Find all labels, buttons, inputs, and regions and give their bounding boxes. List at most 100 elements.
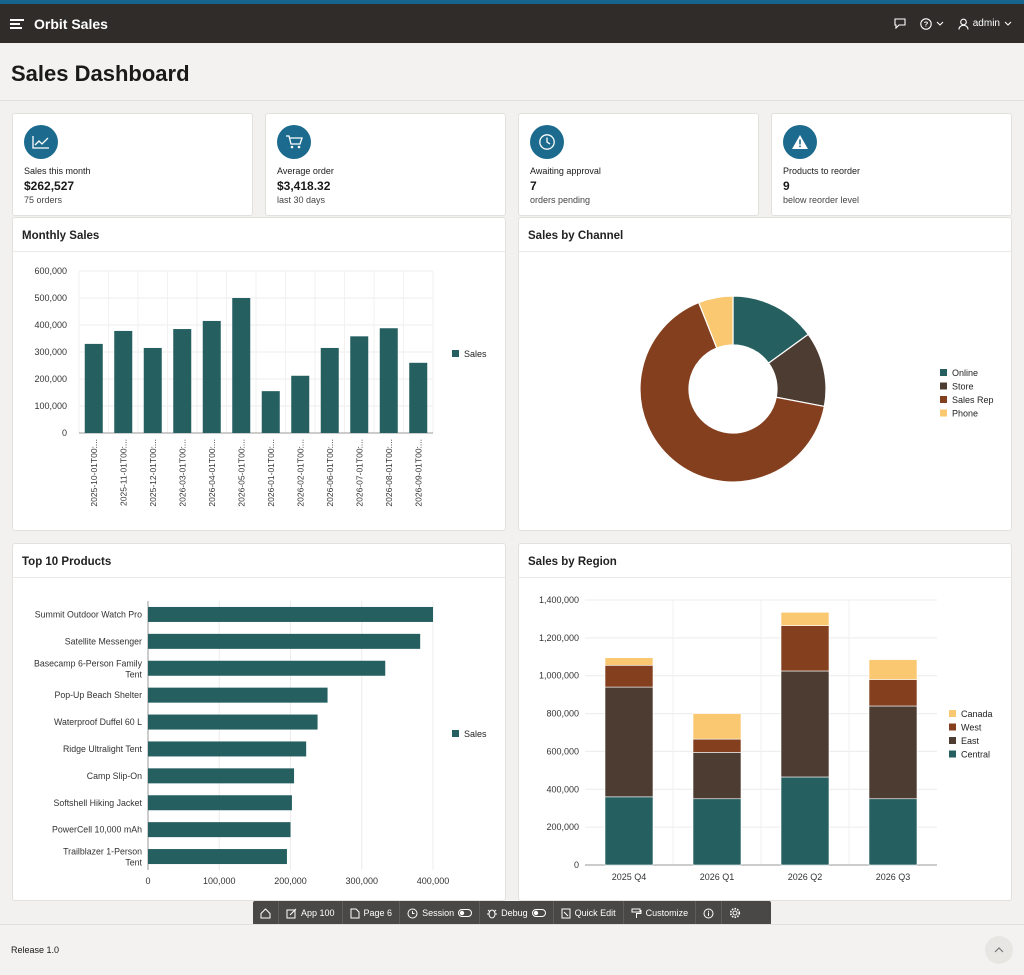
panel-title: Top 10 Products <box>22 556 112 568</box>
help-menu-button[interactable]: ? <box>920 17 944 30</box>
app-button[interactable]: App 100 <box>279 901 343 925</box>
gear-icon <box>730 907 741 919</box>
bar <box>379 328 398 433</box>
x-tick-label: 2026-04-01T00:... <box>207 439 217 507</box>
bar <box>84 343 103 433</box>
kpi-value: $262,527 <box>24 179 75 193</box>
pie-slice <box>639 301 826 483</box>
x-tick-label: 0 <box>145 876 150 886</box>
bar <box>202 320 221 433</box>
page-footer: Release 1.0 <box>0 924 1024 975</box>
x-tick-label: 2025 Q4 <box>612 872 647 882</box>
bar <box>148 606 433 622</box>
x-tick-label: 2026 Q2 <box>788 872 823 882</box>
x-tick-label: 2026-07-01T00:... <box>354 439 364 507</box>
kpi-subtext: below reorder level <box>783 195 860 205</box>
debug-label: Debug <box>501 908 528 918</box>
y-tick-label: 300,000 <box>34 347 67 357</box>
bar-segment <box>692 752 742 800</box>
bar <box>232 298 251 433</box>
x-tick-label: 2025-10-01T00:... <box>89 439 99 507</box>
legend-label: Sales <box>464 349 487 359</box>
home-icon <box>260 907 271 918</box>
y-tick-label: 400,000 <box>546 784 579 794</box>
kpi-subtext: orders pending <box>530 195 591 205</box>
customize-button[interactable]: Customize <box>624 901 697 925</box>
sales-by-region-chart: 1,400,000 1,200,000 1,000,000 800,000 600,00… <box>539 595 993 882</box>
pie-slice <box>697 295 734 349</box>
bar <box>148 714 318 730</box>
legend-label: Phone <box>952 409 978 419</box>
bar <box>148 822 291 838</box>
y-tick-label: 1,400,000 <box>539 595 579 605</box>
top-nav-bar: Orbit Sales ? admin <box>0 4 1024 43</box>
page-edit-icon <box>350 908 360 918</box>
bar <box>148 768 295 784</box>
y-tick-label: Ridge Ultralight Tent <box>63 744 143 754</box>
page-button[interactable]: Page 6 <box>343 901 401 925</box>
legend-label: Central <box>961 750 990 760</box>
kpi-label: Average order <box>277 166 334 176</box>
help-icon: ? <box>920 17 932 30</box>
cart-icon <box>277 125 311 159</box>
username: admin <box>972 18 1000 29</box>
bar <box>148 633 421 649</box>
bug-icon <box>487 909 498 918</box>
x-tick-label: 2025-12-01T00:... <box>148 439 158 507</box>
legend-swatch <box>452 350 459 357</box>
legend-label: Online <box>952 368 978 378</box>
bar <box>148 849 287 865</box>
kpi-label: Products to reorder <box>783 166 861 176</box>
y-tick-label: Softshell Hiking Jacket <box>54 798 143 808</box>
x-tick-label: 2026-02-01T00:... <box>295 439 305 507</box>
x-tick-label: 2026-05-01T00:... <box>236 439 246 507</box>
x-tick-label: 400,000 <box>417 876 450 886</box>
debug-button[interactable]: Debug <box>480 901 554 925</box>
kpi-label: Awaiting approval <box>530 166 601 176</box>
y-tick-label: 0 <box>574 860 579 870</box>
x-tick-label: 2026-03-01T00:... <box>177 439 187 507</box>
monthly-sales-chart: 600,000 500,000 400,000 300,000 200,000 100,0… <box>34 266 487 507</box>
paint-roller-icon <box>631 908 642 918</box>
session-label: Session <box>422 908 455 918</box>
legend-swatch <box>940 409 947 417</box>
kpi-subtext: last 30 days <box>277 195 326 205</box>
customize-label: Customize <box>645 908 689 918</box>
y-tick-label: Camp Slip-On <box>87 771 142 781</box>
info-button[interactable] <box>696 901 723 925</box>
app-title[interactable]: Orbit Sales <box>34 15 108 32</box>
bar-segment <box>780 625 830 672</box>
legend-swatch <box>940 396 947 403</box>
menu-toggle-icon[interactable] <box>10 18 24 29</box>
feedback-icon[interactable] <box>894 18 906 29</box>
bar <box>320 347 339 433</box>
y-tick-label: 800,000 <box>546 709 579 719</box>
x-tick-label: 2026-01-01T00:... <box>266 439 276 507</box>
chevron-down-icon <box>936 21 944 26</box>
bar <box>143 347 162 433</box>
x-tick-label: 2025-11-01T00:... <box>118 439 128 506</box>
legend-swatch <box>940 382 947 390</box>
y-tick-label: 600,000 <box>546 746 579 756</box>
home-button[interactable] <box>253 901 279 925</box>
user-menu-button[interactable]: admin <box>958 18 1012 30</box>
y-tick-label: Trailblazer 1-Person <box>63 847 142 857</box>
y-tick-label: 600,000 <box>34 266 67 276</box>
app-label: App 100 <box>301 908 335 918</box>
scroll-to-top-button[interactable] <box>985 936 1013 964</box>
bar-segment <box>868 705 918 800</box>
legend-swatch <box>949 710 956 717</box>
quick-edit-button[interactable]: Quick Edit <box>554 901 624 925</box>
session-icon <box>407 908 418 918</box>
y-tick-label: 0 <box>62 428 67 438</box>
bar <box>148 660 386 676</box>
settings-button[interactable] <box>722 901 748 925</box>
bar-segment <box>604 665 654 688</box>
y-tick-label: Pop-Up Beach Shelter <box>54 690 142 700</box>
legend-label: East <box>961 736 980 746</box>
toggle-icon <box>531 909 546 917</box>
clock-icon <box>530 125 564 159</box>
session-button[interactable]: Session <box>400 901 481 925</box>
quick-edit-icon <box>561 908 571 918</box>
warning-icon <box>783 125 817 159</box>
